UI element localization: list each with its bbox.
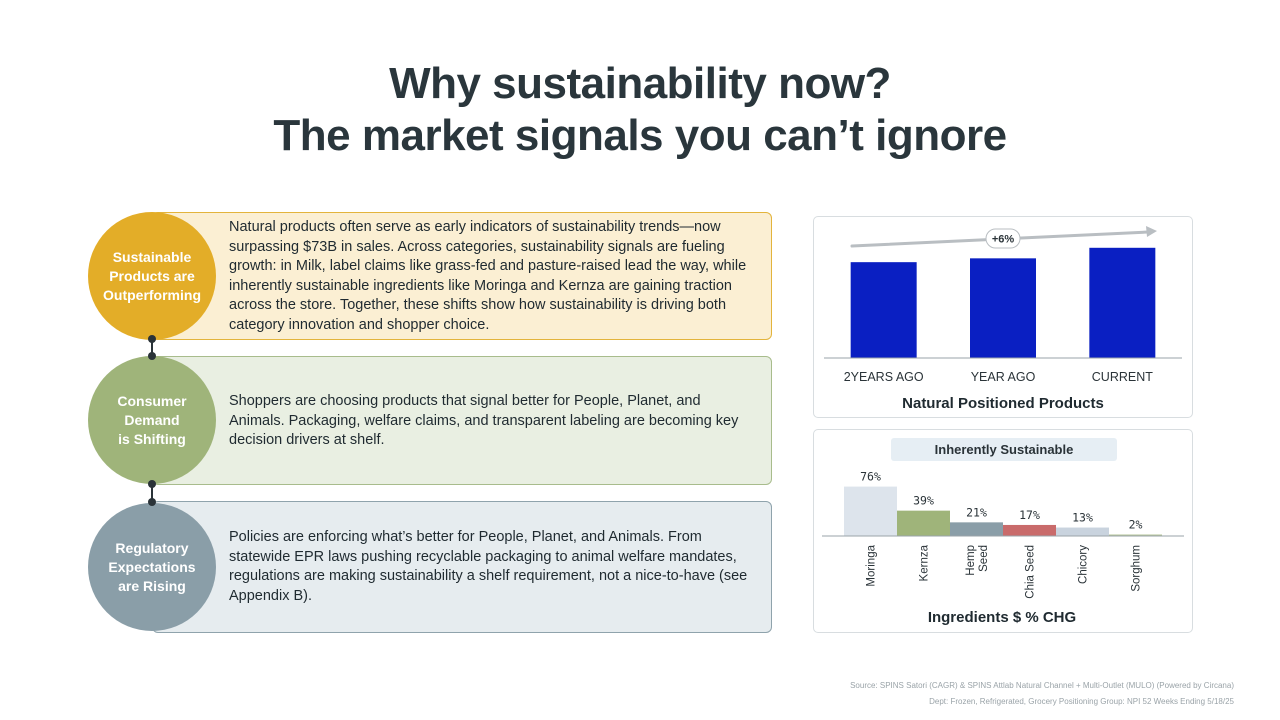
data-label: 2% xyxy=(1129,518,1143,532)
connector-dot-2a xyxy=(148,480,156,488)
data-label: 21% xyxy=(966,505,987,519)
source-line-2: Dept: Frozen, Refrigerated, Grocery Posi… xyxy=(929,697,1234,706)
row-2-label: Consumer Demand is Shifting xyxy=(117,392,187,447)
chart-subtitle: Inherently Sustainable xyxy=(935,442,1074,457)
connector-dot-1a xyxy=(148,335,156,343)
row-3-text: Policies are enforcing what’s better for… xyxy=(229,529,748,604)
row-3-circle: Regulatory Expectations are Rising xyxy=(88,503,216,631)
data-label: 76% xyxy=(860,470,881,484)
row-3-box xyxy=(152,501,772,633)
subtitle-pill xyxy=(891,438,1117,461)
bar-hemp-seed xyxy=(950,522,1003,536)
chart-title: Natural Positioned Products xyxy=(902,395,1104,412)
tick-label: 2YEARS AGO xyxy=(844,370,924,384)
bar-chia-seed xyxy=(1003,524,1056,536)
trend-arrow-head xyxy=(1146,226,1157,237)
connector-1 xyxy=(151,339,153,356)
row-1-circle: Sustainable Products are Outperforming xyxy=(88,212,216,340)
bar-sorghum xyxy=(1109,534,1162,536)
tick-label: Chia Seed xyxy=(1025,545,1037,599)
bar-chicory xyxy=(1056,527,1109,536)
bar-year-ago xyxy=(970,258,1036,358)
tick-label-group: Sorghum xyxy=(1131,545,1143,592)
row-2-box xyxy=(152,356,772,485)
trend-annotation-pill xyxy=(985,228,1021,249)
tick-label: Chicory xyxy=(1078,545,1090,584)
tick-label: Hemp xyxy=(965,545,977,576)
tick-label-group: Hemp Seed xyxy=(965,545,990,576)
row-2-text: Shoppers are choosing products that sign… xyxy=(229,393,739,448)
row-3-label: Regulatory Expectations are Rising xyxy=(108,539,196,594)
tick-label-group: Moringa xyxy=(866,544,878,586)
bar-moringa xyxy=(844,486,897,536)
tick-label: YEAR AGO xyxy=(971,370,1036,384)
tick-label-group: Kernza xyxy=(919,544,931,581)
natural-products-chart: +6% 2YEARS AGO YEAR AGO CURRENT Natural Posi… xyxy=(824,226,1182,412)
title-line-1: Why sustainability now? xyxy=(389,59,891,108)
ingredients-chart: Inherently Sustainable 76% Moringa 39% Kernz… xyxy=(822,438,1184,626)
tick-label: Kernza xyxy=(919,544,931,581)
connector-2 xyxy=(151,484,153,502)
title-line-2: The market signals you can’t ignore xyxy=(273,111,1007,160)
bar-kernza xyxy=(897,510,950,536)
data-label: 39% xyxy=(913,494,934,508)
tick-label: CURRENT xyxy=(1092,370,1153,384)
row-1-label: Sustainable Products are Outperforming xyxy=(103,248,201,303)
chart-title: Ingredients $ % CHG xyxy=(928,609,1076,626)
row-1-text: Natural products often serve as early in… xyxy=(229,219,747,333)
tick-label: Sorghum xyxy=(1131,545,1143,592)
row-1-box xyxy=(152,212,772,340)
tick-label: Moringa xyxy=(866,544,878,586)
bar-2years-ago xyxy=(850,262,917,358)
connector-dot-2b xyxy=(148,498,156,506)
connector-dot-1b xyxy=(148,352,156,360)
ingredients-chart-panel: Inherently Sustainable 76% Moringa 39% Kernz… xyxy=(813,429,1193,633)
tick-label-group: Chicory xyxy=(1078,545,1090,584)
natural-products-chart-panel: +6% 2YEARS AGO YEAR AGO CURRENT Natural Posi… xyxy=(813,216,1193,418)
data-label: 17% xyxy=(1019,508,1040,522)
row-2-circle: Consumer Demand is Shifting xyxy=(88,356,216,484)
bar-current xyxy=(1089,247,1156,358)
tick-label: Seed xyxy=(978,545,990,572)
data-label: 13% xyxy=(1072,511,1093,525)
tick-label-group: Chia Seed xyxy=(1025,545,1037,599)
source-line-1: Source: SPINS Satori (CAGR) & SPINS Attl… xyxy=(850,681,1234,690)
page-title: Why sustainability now? The market signa… xyxy=(0,58,1280,162)
trend-annotation: +6% xyxy=(992,234,1015,246)
